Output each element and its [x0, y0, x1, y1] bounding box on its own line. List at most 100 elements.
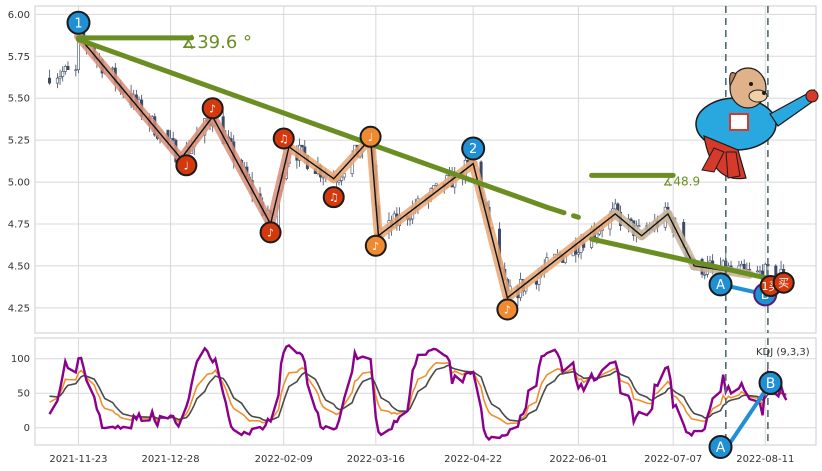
- kdj-line-j: [48, 343, 788, 442]
- marker-label: 1: [74, 16, 82, 31]
- kdj-y-tick-label: 0: [24, 423, 30, 434]
- price-y-tick-label: 5.75: [8, 52, 30, 63]
- flying-dog-mascot-image: [695, 67, 819, 180]
- candle-body: [171, 138, 175, 141]
- kdj-markers: AB: [708, 370, 783, 459]
- angle-label: ∡39.6 °: [181, 32, 252, 53]
- mascot-leg-2: [725, 151, 741, 179]
- marker-circle: [272, 127, 295, 150]
- candle-body: [758, 270, 762, 273]
- candle-body: [337, 180, 341, 183]
- trend-lines: [75, 35, 768, 281]
- x-tick-label: 2022-04-22: [444, 454, 502, 465]
- angle-label: ∡48.9: [663, 174, 700, 188]
- marker-circle: [259, 221, 282, 244]
- price-y-tick-label: 5.00: [8, 178, 30, 189]
- kdj-y-tick-label: 100: [11, 354, 30, 365]
- candle-body: [48, 77, 52, 84]
- marker-circle: [322, 186, 345, 209]
- candle-body: [576, 252, 580, 255]
- x-tick-label: 2022-06-01: [549, 454, 607, 465]
- kdj-y-axis: 100 50 0: [11, 354, 30, 434]
- candle-body: [111, 67, 115, 70]
- marker-circle: [364, 234, 387, 257]
- candle-body: [66, 66, 70, 71]
- candle-body: [613, 203, 617, 210]
- kdj-marker-circle: [708, 435, 733, 459]
- kdj-series: [48, 343, 788, 442]
- candle-body: [61, 71, 65, 77]
- trend-line: [75, 37, 550, 210]
- price-y-tick-label: 4.50: [8, 261, 30, 272]
- candle-body: [742, 263, 746, 270]
- candle-body: [755, 270, 759, 273]
- x-tick-label: 2021-12-28: [142, 454, 200, 465]
- mascot-nose: [762, 91, 766, 95]
- x-tick-label: 2022-07-07: [644, 454, 702, 465]
- candle-body: [637, 225, 641, 227]
- price-y-axis: 6.00 5.75 5.50 5.25 5.00 4.75 4.50 4.25: [8, 10, 30, 314]
- marker-circle: [461, 136, 486, 161]
- marker-label: 2: [469, 142, 477, 157]
- price-panel: 6.00 5.75 5.50 5.25 5.00 4.75 4.50 4.25 1 ♩ ♪ ♪ ♫ ♫ ♩…: [8, 5, 819, 334]
- marker-circle: [201, 97, 224, 120]
- marker-label: ♩: [368, 131, 373, 144]
- kdj-y-tick-label: 50: [17, 389, 30, 400]
- marker-circle: [359, 125, 382, 148]
- marker-label: ♪: [504, 303, 511, 316]
- kdj-marker-label: B: [766, 376, 776, 392]
- marker-circle: [708, 272, 733, 297]
- candle-body: [408, 218, 412, 221]
- marker-label: ♪: [209, 102, 216, 115]
- x-tick-label: 2022-08-11: [736, 454, 794, 465]
- kdj-panel-frame: [34, 337, 817, 446]
- kdj-marker-circle: [758, 370, 783, 395]
- marker-label: 买: [778, 277, 789, 290]
- trend-line: [589, 236, 768, 281]
- candle-body: [58, 76, 62, 79]
- marker-label: ♫: [279, 132, 289, 145]
- candle-body: [340, 176, 344, 181]
- kdj-marker-label: A: [716, 440, 726, 456]
- candle-body: [629, 218, 633, 221]
- mascot-leg: [701, 147, 725, 173]
- trend-line: [544, 204, 581, 220]
- price-markers: 1♩♪♪♫♫♩♪2♪AB1买买: [66, 10, 795, 321]
- marker-circle: [772, 271, 795, 294]
- angle-labels: ∡39.6 ° ∡48.9: [181, 32, 700, 189]
- kdj-label: KDJ (9,3,3): [756, 347, 810, 358]
- candle-body: [740, 263, 744, 267]
- price-y-tick-label: 6.00: [8, 10, 30, 21]
- mascot-fist: [805, 89, 819, 103]
- x-tick-label: 2022-03-16: [347, 454, 405, 465]
- price-y-tick-label: 5.50: [8, 94, 30, 105]
- candle-body: [63, 66, 67, 72]
- marker-circle: [496, 298, 519, 321]
- marker-label: ♪: [267, 226, 274, 239]
- candle-body: [74, 69, 78, 72]
- price-y-tick-label: 4.25: [8, 303, 30, 314]
- price-y-tick-label: 5.25: [8, 136, 30, 147]
- marker-circle: [175, 154, 198, 177]
- candle-body: [300, 144, 304, 148]
- candle-body: [703, 274, 707, 276]
- price-panel-frame: [34, 5, 817, 334]
- candle-body: [434, 183, 438, 186]
- mascot-ear: [729, 72, 737, 88]
- marker-label: A: [716, 278, 725, 293]
- mascot-eye: [749, 82, 753, 86]
- candle-body: [708, 260, 712, 263]
- marker-label: ♪: [372, 240, 379, 253]
- marker-label: ♩: [184, 159, 189, 172]
- marker-circle: [66, 10, 91, 35]
- x-axis: 2021-11-23 2021-12-28 2022-02-09 2022-03-16…: [49, 454, 794, 465]
- x-tick-label: 2022-02-09: [255, 454, 313, 465]
- vertical-markers: [724, 6, 769, 333]
- candle-body: [55, 77, 59, 84]
- marker-label: ♫: [329, 191, 339, 204]
- price-y-tick-label: 4.75: [8, 220, 30, 231]
- x-tick-label: 2021-11-23: [49, 454, 107, 465]
- mascot-emblem: [729, 113, 749, 131]
